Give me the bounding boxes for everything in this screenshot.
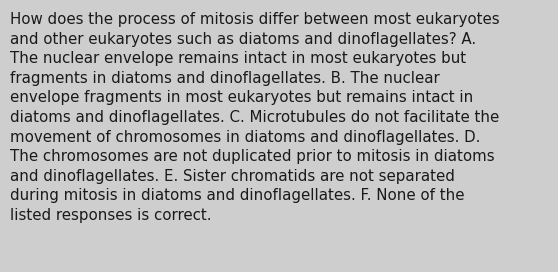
Text: How does the process of mitosis differ between most eukaryotes
and other eukaryo: How does the process of mitosis differ b… <box>10 12 499 223</box>
